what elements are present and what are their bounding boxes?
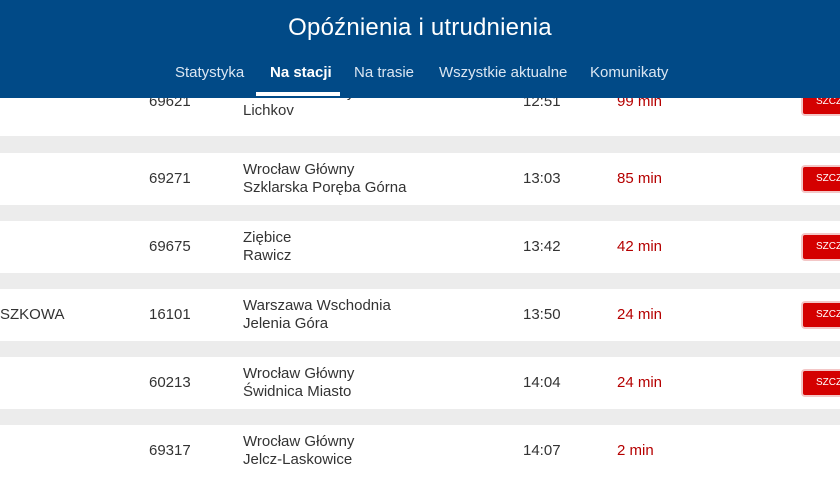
train-number: 69317 <box>149 442 191 459</box>
carrier-label: SZKOWA <box>0 306 65 323</box>
route-to: Jelcz-Laskowice <box>243 451 353 468</box>
details-button[interactable]: SZCZEGÓŁY <box>803 235 840 259</box>
route-from: Warszawa Wschodnia <box>243 297 391 314</box>
route-to: Świdnica Miasto <box>243 383 352 400</box>
route-from: Wrocław Główny <box>243 161 355 178</box>
route: Wrocław Główny Świdnica Miasto <box>243 365 354 401</box>
route: Warszawa Wschodnia Jelenia Góra <box>243 297 391 333</box>
route-to: Szklarska Poręba Górna <box>243 179 407 196</box>
scheduled-time: 14:04 <box>523 374 561 391</box>
active-tab-indicator <box>256 92 340 96</box>
list-item[interactable]: 60213 Wrocław Główny Świdnica Miasto 14:… <box>0 357 840 409</box>
route: Wrocław Główny Szklarska Poręba Górna <box>243 161 406 197</box>
scheduled-time: 14:07 <box>523 442 561 459</box>
details-button[interactable]: SZCZEGÓŁY <box>803 303 840 327</box>
tab-na-stacji[interactable]: Na stacji <box>270 64 332 81</box>
route-to: Rawicz <box>243 247 292 264</box>
page-header: Opóźnienia i utrudnienia Statystyka Na s… <box>0 0 840 98</box>
route-to: Lichkov <box>243 102 294 119</box>
details-button[interactable]: SZCZEGÓŁY <box>803 371 840 395</box>
tab-bar: Statystyka Na stacji Na trasie Wszystkie… <box>0 64 840 98</box>
route: Ziębice Rawicz <box>243 229 291 265</box>
details-button[interactable]: SZCZEGÓŁY <box>803 167 840 191</box>
train-number: 69675 <box>149 238 191 255</box>
route-to: Jelenia Góra <box>243 315 329 332</box>
tab-komunikaty[interactable]: Komunikaty <box>590 64 669 81</box>
delay-value: 24 min <box>617 306 663 323</box>
delay-value: 2 min <box>617 442 654 459</box>
scheduled-time: 13:50 <box>523 306 561 323</box>
route-from: Ziębice <box>243 229 292 246</box>
route-from: Wrocław Główny <box>243 365 355 382</box>
page-title: Opóźnienia i utrudnienia <box>288 14 552 41</box>
list-item[interactable]: 69271 Wrocław Główny Szklarska Poręba Gó… <box>0 153 840 205</box>
train-number: 69271 <box>149 170 191 187</box>
delay-value: 42 min <box>617 238 663 255</box>
route-from: Wrocław Główny <box>243 433 355 450</box>
scheduled-time: 13:03 <box>523 170 561 187</box>
list-item[interactable]: SZKOWA 16101 Warszawa Wschodnia Jelenia … <box>0 289 840 341</box>
route: Wrocław Główny Jelcz-Laskowice <box>243 433 354 469</box>
tab-na-trasie[interactable]: Na trasie <box>354 64 415 81</box>
scheduled-time: 13:42 <box>523 238 561 255</box>
train-number: 16101 <box>149 306 191 323</box>
list-item[interactable]: 69317 Wrocław Główny Jelcz-Laskowice 14:… <box>0 425 840 480</box>
list-item[interactable]: 69675 Ziębice Rawicz 13:42 42 min SZCZEG… <box>0 221 840 273</box>
tab-statystyka[interactable]: Statystyka <box>175 64 245 81</box>
train-number: 60213 <box>149 374 191 391</box>
delay-value: 85 min <box>617 170 663 187</box>
tab-wszystkie-aktualne[interactable]: Wszystkie aktualne <box>439 64 568 81</box>
delay-value: 24 min <box>617 374 663 391</box>
